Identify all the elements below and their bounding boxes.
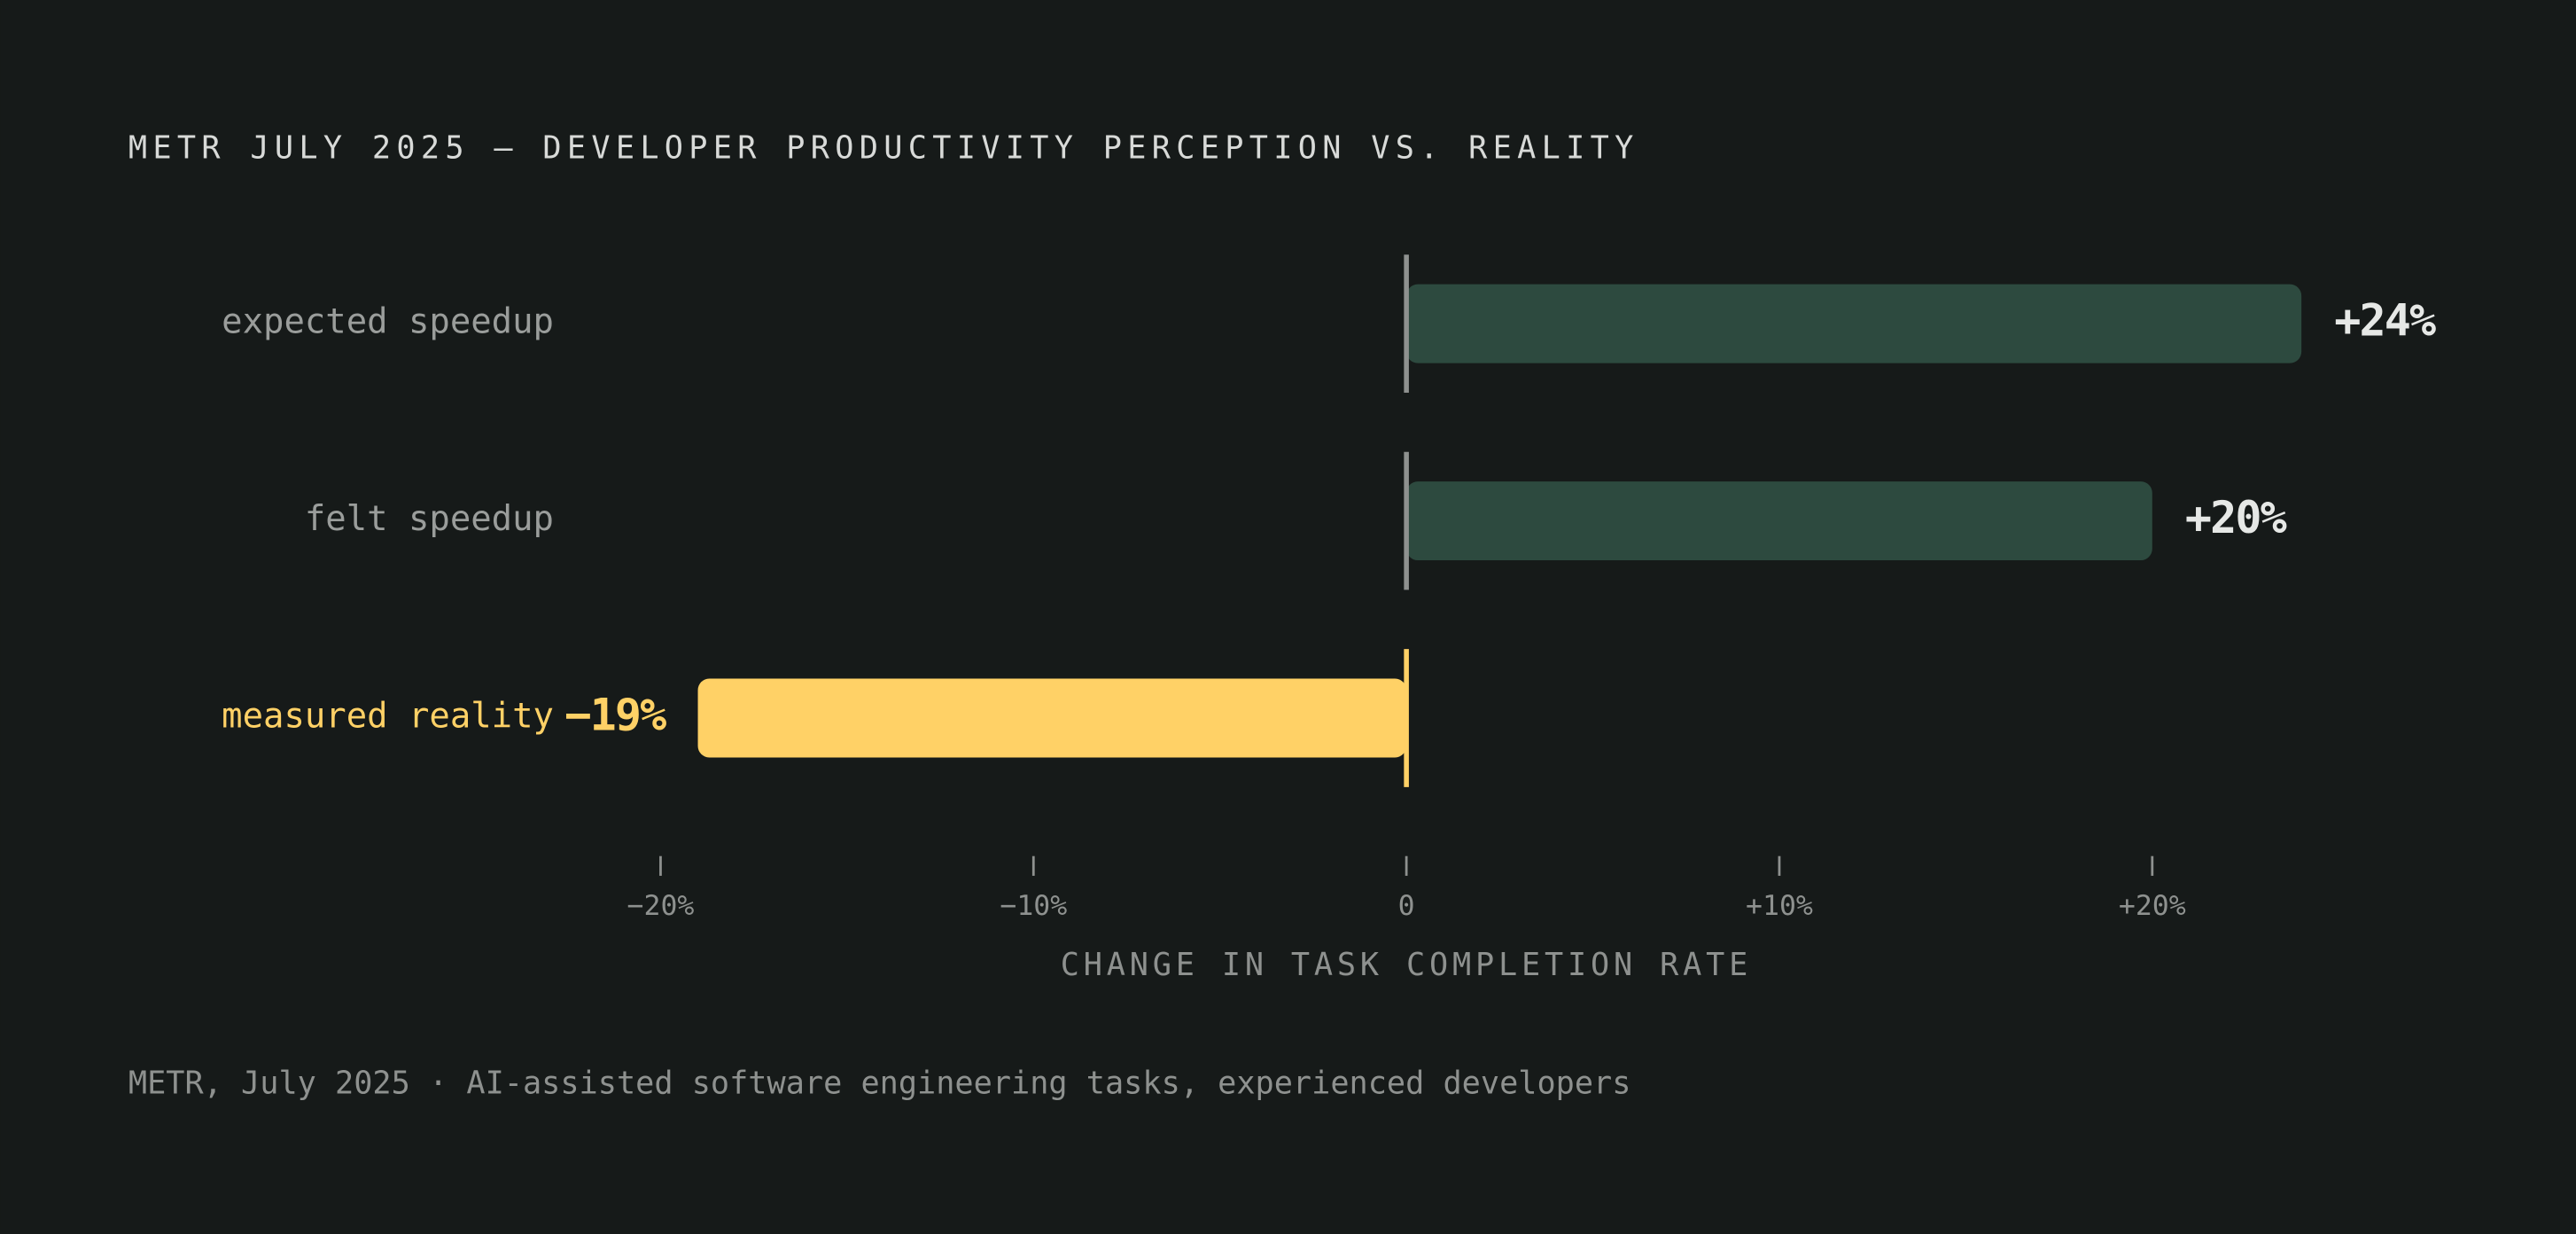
bar <box>1406 481 2152 561</box>
category-label: felt speedup <box>305 499 554 539</box>
category-label: measured reality <box>222 696 554 736</box>
bar <box>697 678 1407 758</box>
x-tick-label: +10% <box>1746 890 1813 922</box>
x-tick-label: 0 <box>1398 890 1415 922</box>
bar <box>1406 284 2302 363</box>
value-label: +24% <box>2334 295 2436 347</box>
x-tick-label: +20% <box>2119 890 2186 922</box>
chart-title: METR JULY 2025 — DEVELOPER PRODUCTIVITY … <box>128 130 1639 167</box>
x-tick-label: −20% <box>627 890 695 922</box>
category-label: expected speedup <box>222 302 554 342</box>
value-label: +20% <box>2185 492 2287 543</box>
x-axis-label: CHANGE IN TASK COMPLETION RATE <box>1061 947 1752 983</box>
source-note: METR, July 2025 · AI-assisted software e… <box>128 1065 1631 1101</box>
x-tick-label: −10% <box>1000 890 1067 922</box>
value-label: −19% <box>564 689 666 740</box>
